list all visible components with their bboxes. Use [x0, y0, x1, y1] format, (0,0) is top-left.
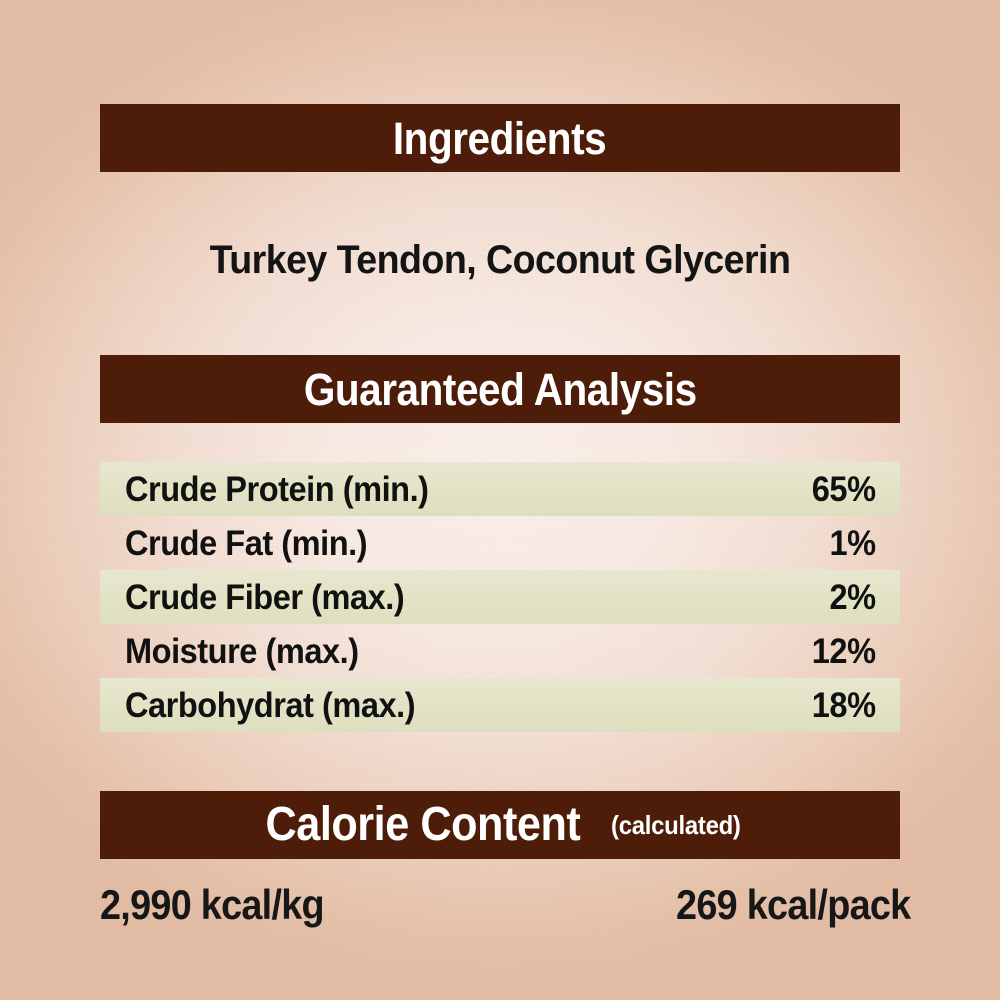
table-row: Moisture (max.) 12%	[100, 624, 900, 678]
nutrient-value: 1%	[829, 523, 877, 563]
guaranteed-analysis-header-bar: Guaranteed Analysis	[100, 355, 900, 423]
ingredients-heading: Ingredients	[393, 112, 607, 164]
nutrient-label: Crude Fat (min.)	[125, 523, 368, 563]
calories-per-pack: 269 kcal/pack	[675, 881, 911, 928]
nutrient-value: 65%	[812, 469, 876, 509]
nutrient-label: Carbohydrat (max.)	[125, 685, 416, 725]
nutrient-label: Crude Fiber (max.)	[125, 577, 405, 617]
ingredients-header-bar: Ingredients	[100, 104, 900, 172]
nutrient-value: 2%	[829, 577, 877, 617]
nutrient-label: Crude Protein (min.)	[125, 469, 429, 509]
calorie-values-row: 2,990 kcal/kg 269 kcal/pack	[100, 881, 911, 928]
nutrient-value: 18%	[812, 685, 876, 725]
calorie-content-subheading: (calculated)	[611, 810, 742, 840]
ingredients-list-text: Turkey Tendon, Coconut Glycerin	[209, 238, 791, 282]
table-row: Crude Protein (min.) 65%	[100, 462, 900, 516]
nutrient-value: 12%	[812, 631, 876, 671]
calorie-content-header-bar: Calorie Content (calculated)	[100, 791, 900, 859]
guaranteed-analysis-table: Crude Protein (min.) 65% Crude Fat (min.…	[100, 462, 900, 732]
calorie-content-heading: Calorie Content	[265, 798, 580, 851]
nutrient-label: Moisture (max.)	[125, 631, 359, 671]
calories-per-kg: 2,990 kcal/kg	[100, 881, 325, 928]
guaranteed-analysis-heading: Guaranteed Analysis	[303, 363, 697, 415]
table-row: Carbohydrat (max.) 18%	[100, 678, 900, 732]
table-row: Crude Fat (min.) 1%	[100, 516, 900, 570]
table-row: Crude Fiber (max.) 2%	[100, 570, 900, 624]
